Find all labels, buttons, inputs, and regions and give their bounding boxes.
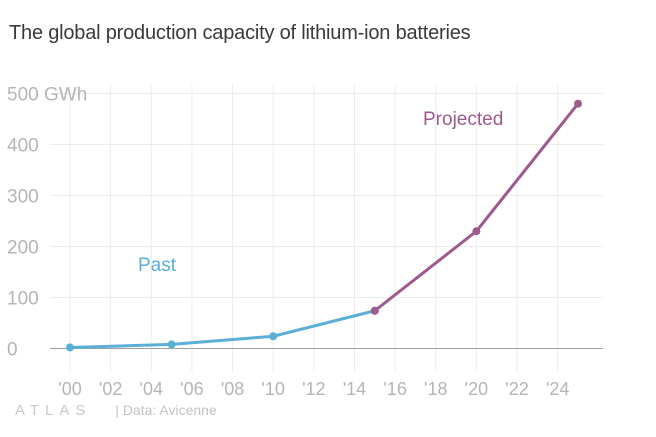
x-tick-label: '12: [302, 379, 325, 399]
series-label-past: Past: [138, 255, 177, 276]
y-tick-label: 200: [7, 238, 39, 259]
data-point-projected: [574, 99, 582, 108]
x-tick-label: '22: [505, 379, 528, 399]
y-tick-label: 0: [7, 340, 18, 361]
data-point-past: [66, 343, 74, 352]
data-point-projected: [370, 306, 379, 315]
x-tick-label: '10: [261, 379, 284, 399]
x-axis-ticks: '00 '02 '04 '06 '08 '10 '12 '14 '16 '18 '20 '22 '24: [58, 379, 569, 399]
data-point-past: [269, 332, 278, 341]
x-tick-label: '04: [140, 379, 163, 399]
x-tick-label: '08: [221, 379, 244, 399]
x-tick-label: '16: [383, 379, 406, 399]
grid-lines: [50, 85, 603, 372]
series-group: [66, 99, 582, 352]
x-tick-label: '24: [546, 379, 569, 399]
data-point-projected: [472, 227, 481, 236]
y-tick-label: 300: [7, 187, 39, 208]
x-tick-label: '14: [343, 379, 366, 399]
x-tick-label: '18: [424, 379, 447, 399]
x-tick-label: '00: [58, 379, 81, 399]
brand-logo: ATLAS: [15, 402, 92, 419]
x-tick-label: '20: [465, 379, 488, 399]
y-axis-ticks: 0 100 200 300 400 500 GWh: [7, 85, 87, 361]
data-point-past: [167, 340, 176, 349]
series-line-past: [68, 309, 377, 349]
series-labels: Past Projected: [138, 109, 503, 276]
x-tick-label: '06: [180, 379, 203, 399]
y-tick-label: 100: [7, 289, 39, 310]
y-tick-label: 400: [7, 136, 39, 157]
footer: ATLAS | Data: Avicenne: [15, 402, 217, 419]
y-tick-label: 500 GWh: [7, 85, 87, 106]
chart-title: The global production capacity of lithiu…: [9, 22, 471, 44]
x-tick-label: '02: [99, 379, 122, 399]
data-source: | Data: Avicenne: [115, 402, 217, 418]
series-label-projected: Projected: [423, 109, 503, 130]
